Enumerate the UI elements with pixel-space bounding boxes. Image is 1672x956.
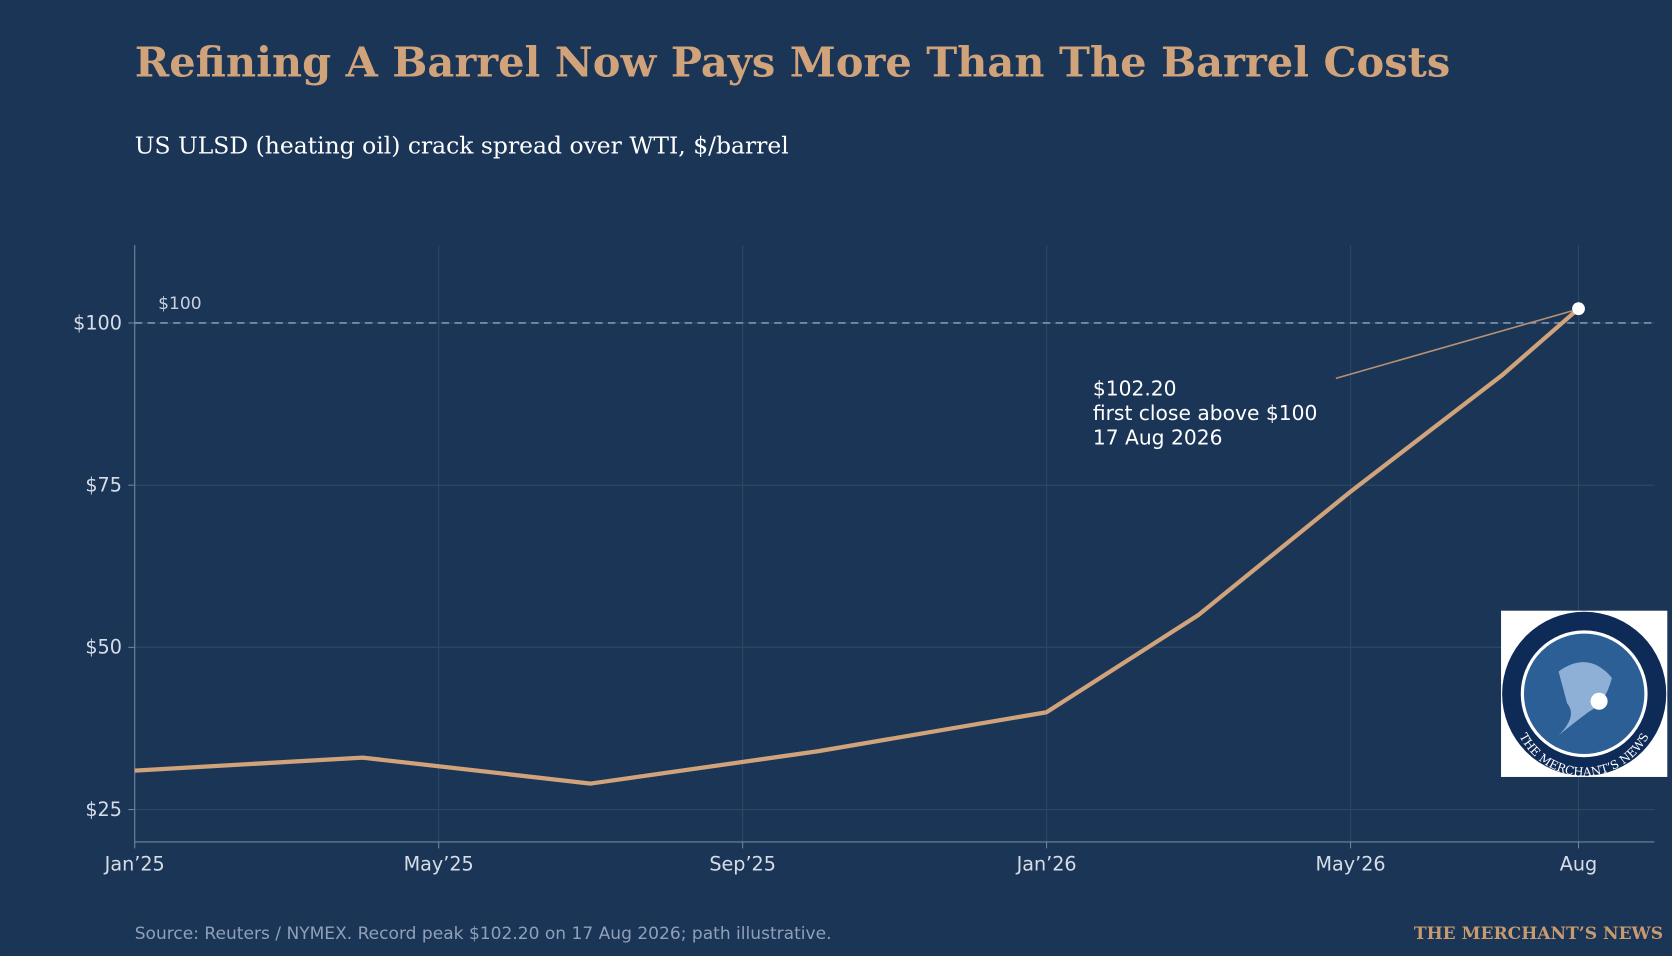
y-tick-label: $50 [85, 636, 122, 659]
annotation: $102.20 [1093, 376, 1177, 400]
y-tick-label: $75 [85, 474, 122, 497]
annotation: 17 Aug 2026 [1093, 425, 1223, 449]
chart-title: Refining A Barrel Now Pays More Than The… [135, 38, 1451, 87]
reference-label: $100 [158, 294, 201, 314]
logo-figure [1558, 662, 1612, 736]
line [134, 307, 1580, 786]
x-tick-label: May’25 [404, 853, 474, 876]
y-tick-label: $100 [73, 311, 122, 334]
x-tick-label: May’26 [1315, 853, 1385, 876]
annotation: first close above $100 [1093, 401, 1318, 425]
source-note: Source: Reuters / NYMEX. Record peak $10… [135, 924, 832, 944]
brand: THE MERCHANT’S NEWS [1414, 924, 1663, 944]
chart-subtitle: US ULSD (heating oil) crack spread over … [135, 131, 789, 159]
end-marker [1572, 302, 1585, 316]
logo-face [1590, 692, 1608, 710]
annotation-arrow [1335, 310, 1573, 380]
logo: THE MERCHANT’S NEWS [1501, 610, 1668, 779]
y-tick-label: $25 [85, 798, 122, 821]
x-tick-label: Jan’25 [104, 853, 165, 876]
x-tick-label: Aug [1560, 853, 1597, 876]
x-tick-label: Sep’25 [709, 853, 776, 876]
x-tick-label: Jan’26 [1016, 853, 1077, 876]
